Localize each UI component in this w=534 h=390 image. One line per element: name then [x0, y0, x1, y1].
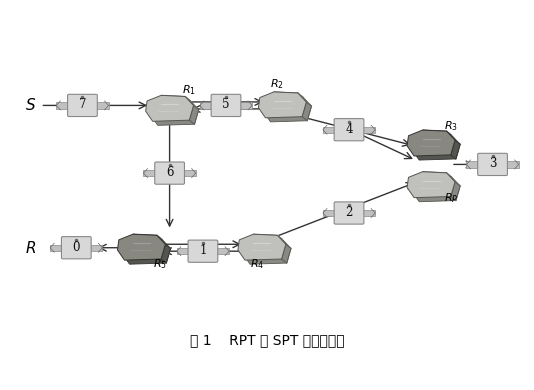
- FancyBboxPatch shape: [478, 153, 507, 176]
- Text: 2: 2: [345, 206, 353, 219]
- Polygon shape: [363, 210, 375, 216]
- Polygon shape: [407, 130, 455, 156]
- Text: 0: 0: [73, 241, 80, 254]
- Polygon shape: [216, 248, 229, 254]
- Text: $R_5$: $R_5$: [153, 257, 167, 271]
- FancyBboxPatch shape: [188, 240, 218, 262]
- Polygon shape: [238, 234, 286, 260]
- Polygon shape: [96, 102, 108, 108]
- Polygon shape: [239, 102, 252, 108]
- Polygon shape: [302, 102, 311, 121]
- Polygon shape: [412, 134, 460, 160]
- Polygon shape: [177, 248, 190, 254]
- Text: $R_2$: $R_2$: [270, 77, 284, 91]
- Text: $R_3$: $R_3$: [444, 119, 458, 133]
- Text: 3: 3: [489, 157, 496, 170]
- Polygon shape: [506, 161, 519, 168]
- Text: $S$: $S$: [25, 98, 36, 113]
- Polygon shape: [263, 96, 311, 122]
- Polygon shape: [122, 238, 170, 264]
- Polygon shape: [90, 245, 103, 251]
- Polygon shape: [422, 130, 452, 135]
- Polygon shape: [133, 234, 162, 239]
- Polygon shape: [56, 102, 69, 108]
- Polygon shape: [258, 92, 307, 118]
- Polygon shape: [161, 245, 170, 263]
- Polygon shape: [190, 106, 199, 124]
- Polygon shape: [412, 176, 460, 202]
- Polygon shape: [323, 210, 336, 216]
- Polygon shape: [451, 140, 460, 159]
- Text: $R_4$: $R_4$: [249, 257, 264, 271]
- Polygon shape: [50, 245, 63, 251]
- FancyBboxPatch shape: [68, 94, 97, 117]
- Text: $R_1$: $R_1$: [183, 83, 197, 97]
- Polygon shape: [363, 127, 375, 133]
- Text: 图 1    RPT 向 SPT 切换示意图: 图 1 RPT 向 SPT 切换示意图: [190, 333, 344, 347]
- Polygon shape: [117, 234, 166, 260]
- Polygon shape: [451, 182, 460, 200]
- Polygon shape: [243, 238, 291, 264]
- Polygon shape: [183, 170, 196, 176]
- Polygon shape: [466, 161, 479, 168]
- Text: $R$: $R$: [25, 240, 36, 256]
- Polygon shape: [407, 172, 455, 198]
- FancyBboxPatch shape: [334, 202, 364, 224]
- Polygon shape: [146, 95, 193, 121]
- Text: 1: 1: [199, 244, 207, 257]
- Polygon shape: [274, 92, 303, 97]
- FancyBboxPatch shape: [61, 237, 91, 259]
- Text: 5: 5: [222, 98, 230, 111]
- FancyBboxPatch shape: [155, 162, 184, 184]
- Text: 6: 6: [166, 166, 174, 179]
- Polygon shape: [323, 127, 336, 133]
- Polygon shape: [151, 99, 199, 125]
- FancyBboxPatch shape: [334, 119, 364, 141]
- Polygon shape: [161, 95, 190, 101]
- FancyBboxPatch shape: [211, 94, 241, 117]
- Polygon shape: [422, 172, 452, 177]
- Polygon shape: [254, 234, 282, 239]
- Polygon shape: [281, 245, 291, 263]
- Polygon shape: [200, 102, 213, 108]
- Text: 7: 7: [78, 98, 86, 111]
- Text: $R_P$: $R_P$: [444, 191, 458, 206]
- Polygon shape: [144, 170, 156, 176]
- Text: 4: 4: [345, 122, 353, 135]
